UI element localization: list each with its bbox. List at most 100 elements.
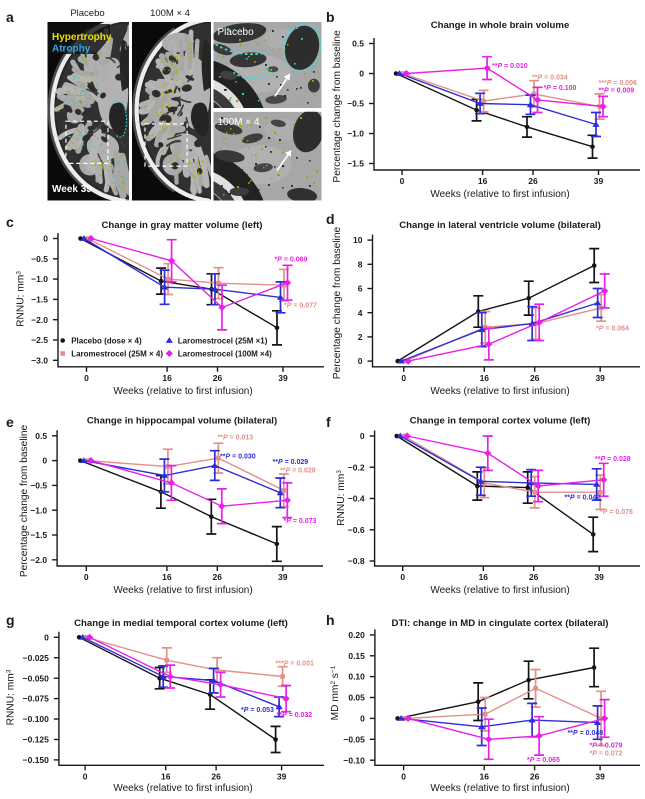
svg-text:**P = 0.009: **P = 0.009 (599, 88, 635, 95)
svg-text:−0.5: −0.5 (347, 99, 364, 109)
svg-text:2: 2 (358, 332, 363, 342)
svg-text:0: 0 (44, 632, 49, 642)
svg-text:−2.0: −2.0 (30, 555, 47, 565)
svg-text:Weeks (relative to first infus: Weeks (relative to first infusion) (430, 783, 569, 794)
svg-text:**P = 0.042: **P = 0.042 (565, 495, 601, 502)
svg-text:39: 39 (595, 771, 605, 781)
svg-text:100M × 4: 100M × 4 (150, 8, 190, 19)
svg-text:f: f (326, 414, 331, 430)
svg-text:−1.0: −1.0 (30, 505, 47, 515)
svg-text:Change in hippocampal volume (: Change in hippocampal volume (bilateral) (87, 416, 277, 427)
svg-text:−1.0: −1.0 (31, 274, 48, 284)
svg-text:0.20: 0.20 (348, 630, 365, 640)
svg-text:8: 8 (358, 259, 363, 269)
svg-text:Percentage change from baselin: Percentage change from baseline (332, 227, 343, 380)
svg-text:−2.5: −2.5 (31, 335, 48, 345)
svg-text:*P = 0.053: *P = 0.053 (241, 707, 274, 714)
svg-text:−0.025: −0.025 (23, 653, 50, 663)
svg-text:Weeks (relative to first infus: Weeks (relative to first infusion) (430, 189, 569, 200)
svg-text:***P = 0.001: ***P = 0.001 (276, 661, 314, 668)
svg-text:e: e (6, 414, 14, 430)
svg-text:RNNU: mm3: RNNU: mm3 (336, 470, 348, 526)
svg-text:***P = 0.006: ***P = 0.006 (599, 80, 637, 87)
svg-text:*P = 0.072: *P = 0.072 (590, 751, 623, 758)
svg-text:Laromestrocel (100M ×4): Laromestrocel (100M ×4) (178, 350, 272, 359)
svg-text:Weeks (relative to first infus: Weeks (relative to first infusion) (113, 585, 252, 596)
svg-text:*P = 0.073: *P = 0.073 (284, 518, 317, 525)
svg-text:**P = 0.030: **P = 0.030 (220, 454, 256, 461)
svg-text:RNNU: mm3: RNNU: mm3 (5, 669, 17, 725)
svg-text:6: 6 (358, 284, 363, 294)
svg-text:**P = 0.010: **P = 0.010 (492, 63, 528, 70)
svg-text:16: 16 (162, 572, 172, 582)
svg-text:*P = 0.076: *P = 0.076 (600, 509, 633, 516)
svg-text:16: 16 (479, 572, 489, 582)
svg-text:b: b (326, 9, 335, 25)
svg-text:g: g (6, 612, 15, 628)
svg-text:c: c (6, 214, 14, 230)
svg-text:d: d (326, 211, 335, 227)
svg-text:Placebo: Placebo (70, 8, 104, 19)
svg-text:Change in whole brain volume: Change in whole brain volume (431, 20, 570, 31)
svg-text:Change in temporal cortex volu: Change in temporal cortex volume (left) (410, 416, 591, 427)
svg-text:16: 16 (162, 373, 172, 383)
svg-text:−0.5: −0.5 (30, 481, 47, 491)
svg-text:a: a (6, 9, 14, 25)
svg-text:0.10: 0.10 (348, 672, 365, 682)
svg-text:Weeks (relative to first infus: Weeks (relative to first infusion) (430, 386, 569, 397)
svg-text:Laromestrocel (25M × 4): Laromestrocel (25M × 4) (71, 350, 163, 359)
svg-text:Week 39: Week 39 (52, 184, 92, 195)
svg-text:0.05: 0.05 (348, 693, 365, 703)
svg-text:−0.10: −0.10 (343, 755, 365, 765)
svg-text:**P = 0.028: **P = 0.028 (595, 456, 631, 463)
svg-text:**P = 0.029: **P = 0.029 (273, 459, 309, 466)
svg-text:26: 26 (213, 572, 223, 582)
svg-text:0: 0 (360, 431, 365, 441)
svg-text:0: 0 (401, 771, 406, 781)
svg-text:Change in gray matter volume (: Change in gray matter volume (left) (102, 220, 263, 231)
svg-text:0: 0 (401, 373, 406, 383)
svg-text:0: 0 (360, 714, 365, 724)
svg-text:0: 0 (400, 572, 405, 582)
svg-text:16: 16 (161, 771, 171, 781)
svg-text:16: 16 (480, 373, 490, 383)
svg-text:39: 39 (594, 572, 604, 582)
svg-text:−2.0: −2.0 (31, 315, 48, 325)
svg-text:0: 0 (42, 456, 47, 466)
svg-text:*P = 0.077: *P = 0.077 (284, 303, 317, 310)
svg-text:Laromestrocel (25M ×1): Laromestrocel (25M ×1) (178, 337, 268, 346)
svg-text:26: 26 (530, 771, 540, 781)
svg-text:Change in medial temporal cort: Change in medial temporal cortex volume … (74, 618, 288, 629)
svg-text:*P = 0.065: *P = 0.065 (527, 757, 560, 764)
svg-text:−1.5: −1.5 (30, 530, 47, 540)
svg-text:−0.5: −0.5 (31, 254, 48, 264)
svg-text:Percentage change from baselin: Percentage change from baseline (19, 425, 30, 578)
svg-text:Change in lateral ventricle vo: Change in lateral ventricle volume (bila… (399, 220, 601, 231)
svg-text:0.15: 0.15 (348, 651, 365, 661)
svg-text:16: 16 (478, 176, 488, 186)
svg-text:26: 26 (530, 373, 540, 383)
svg-text:39: 39 (278, 572, 288, 582)
svg-text:0: 0 (43, 234, 48, 244)
svg-text:RNNU: mm3: RNNU: mm3 (15, 271, 27, 327)
svg-text:−0.125: −0.125 (23, 735, 50, 745)
svg-text:−1.0: −1.0 (347, 129, 364, 139)
svg-text:−0.8: −0.8 (348, 556, 365, 566)
svg-text:0: 0 (84, 373, 89, 383)
svg-text:0: 0 (358, 356, 363, 366)
svg-text:10: 10 (353, 235, 363, 245)
svg-text:**P = 0.048: **P = 0.048 (568, 730, 604, 737)
svg-text:−1.5: −1.5 (347, 159, 364, 169)
svg-text:Atrophy: Atrophy (52, 44, 91, 55)
svg-text:Weeks (relative to first infus: Weeks (relative to first infusion) (430, 585, 569, 596)
svg-text:Percentage change from baselin: Percentage change from baseline (332, 30, 343, 183)
svg-text:39: 39 (278, 373, 288, 383)
svg-text:MD mm2 s−1: MD mm2 s−1 (330, 665, 342, 720)
svg-text:−0.6: −0.6 (348, 525, 365, 535)
svg-text:Hypertrophy: Hypertrophy (52, 32, 112, 43)
svg-text:*P = 0.079: *P = 0.079 (590, 743, 623, 750)
svg-text:0.5: 0.5 (352, 39, 364, 49)
svg-text:0.5: 0.5 (35, 431, 47, 441)
svg-text:Weeks (relative to first infus: Weeks (relative to first infusion) (113, 783, 252, 794)
svg-text:Weeks (relative to first infus: Weeks (relative to first infusion) (113, 386, 252, 397)
